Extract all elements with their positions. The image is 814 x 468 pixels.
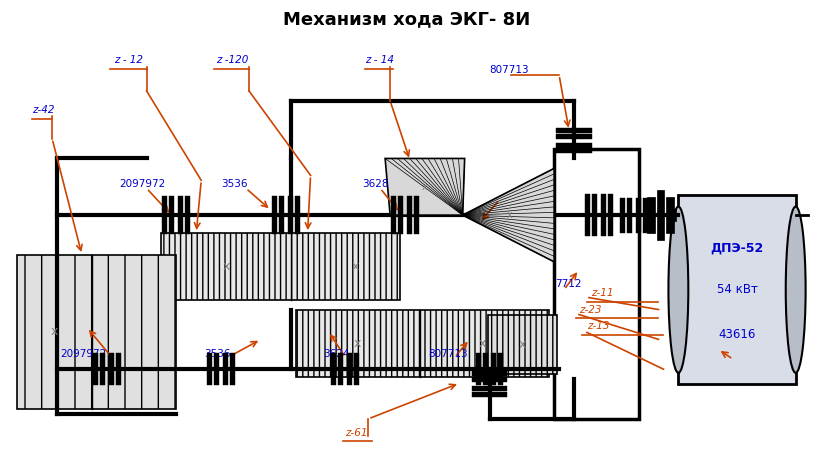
Bar xyxy=(407,196,412,234)
Text: 43616: 43616 xyxy=(718,329,755,342)
Bar xyxy=(556,133,592,139)
Text: z-42: z-42 xyxy=(33,105,55,115)
Text: 3536: 3536 xyxy=(204,349,230,359)
Text: ДПЭ-52: ДПЭ-52 xyxy=(711,241,764,255)
Text: x: x xyxy=(222,260,230,273)
Text: z -120: z -120 xyxy=(217,55,248,65)
Text: z-23: z-23 xyxy=(579,305,602,314)
Text: x: x xyxy=(506,210,512,220)
Bar xyxy=(295,196,300,234)
Bar xyxy=(186,196,190,234)
Text: z - 14: z - 14 xyxy=(365,55,394,65)
Bar xyxy=(556,128,592,132)
Text: x: x xyxy=(353,337,361,350)
Bar xyxy=(471,377,507,382)
Text: z - 12: z - 12 xyxy=(114,55,142,65)
Bar xyxy=(657,190,664,240)
Bar xyxy=(354,353,359,385)
Bar xyxy=(646,197,654,233)
Bar xyxy=(223,353,228,385)
Bar xyxy=(208,353,212,385)
Bar xyxy=(230,353,235,385)
Text: z-11: z-11 xyxy=(591,288,614,298)
Text: z-61: z-61 xyxy=(345,428,368,438)
Polygon shape xyxy=(385,159,465,215)
Ellipse shape xyxy=(668,206,689,373)
Bar xyxy=(214,353,219,385)
Text: z-13: z-13 xyxy=(587,322,610,331)
Bar xyxy=(678,195,795,384)
Bar xyxy=(498,353,503,385)
Bar xyxy=(492,353,497,385)
Bar xyxy=(178,196,183,234)
Bar xyxy=(348,353,352,385)
Text: 7712: 7712 xyxy=(555,278,582,289)
Bar xyxy=(592,194,597,236)
Bar xyxy=(169,196,174,234)
Text: x: x xyxy=(422,182,428,192)
Bar xyxy=(672,209,676,221)
Bar xyxy=(483,353,488,385)
Bar xyxy=(667,197,675,233)
Bar xyxy=(295,309,549,377)
Bar xyxy=(278,196,284,234)
Bar xyxy=(391,196,396,234)
Bar xyxy=(585,194,590,236)
Bar xyxy=(414,196,419,234)
Bar xyxy=(287,196,293,234)
Bar xyxy=(331,353,336,385)
Text: x: x xyxy=(352,260,359,273)
Text: x: x xyxy=(50,325,58,338)
Bar xyxy=(636,197,641,233)
Text: 2097972: 2097972 xyxy=(60,349,107,359)
Bar xyxy=(93,353,98,385)
Bar xyxy=(554,148,639,419)
Text: x: x xyxy=(519,338,526,351)
Bar xyxy=(109,353,114,385)
Text: 2097972: 2097972 xyxy=(120,179,166,189)
Bar xyxy=(163,196,168,234)
Bar xyxy=(556,148,592,154)
Bar xyxy=(601,194,606,236)
Text: 3536: 3536 xyxy=(221,179,247,189)
Bar xyxy=(619,197,624,233)
Bar xyxy=(272,196,277,234)
Bar xyxy=(17,255,177,409)
Bar xyxy=(471,392,507,397)
Text: 807713: 807713 xyxy=(489,65,529,75)
Text: Механизм хода ЭКГ- 8И: Механизм хода ЭКГ- 8И xyxy=(283,10,531,28)
Bar xyxy=(471,371,507,376)
Bar xyxy=(475,353,480,385)
Bar xyxy=(608,194,613,236)
Text: 3628: 3628 xyxy=(362,179,389,189)
Bar xyxy=(556,143,592,147)
Bar xyxy=(642,197,648,233)
Bar xyxy=(116,353,120,385)
Bar xyxy=(627,197,632,233)
Bar xyxy=(488,314,557,374)
Bar xyxy=(339,353,344,385)
Text: x: x xyxy=(479,337,486,350)
Text: 807713: 807713 xyxy=(428,349,467,359)
Bar xyxy=(398,196,403,234)
Bar xyxy=(471,386,507,391)
Text: 3624: 3624 xyxy=(323,349,350,359)
Bar xyxy=(161,233,400,300)
Bar xyxy=(100,353,105,385)
Ellipse shape xyxy=(786,206,806,373)
Polygon shape xyxy=(462,168,554,262)
Text: 54 кВт: 54 кВт xyxy=(716,283,758,296)
